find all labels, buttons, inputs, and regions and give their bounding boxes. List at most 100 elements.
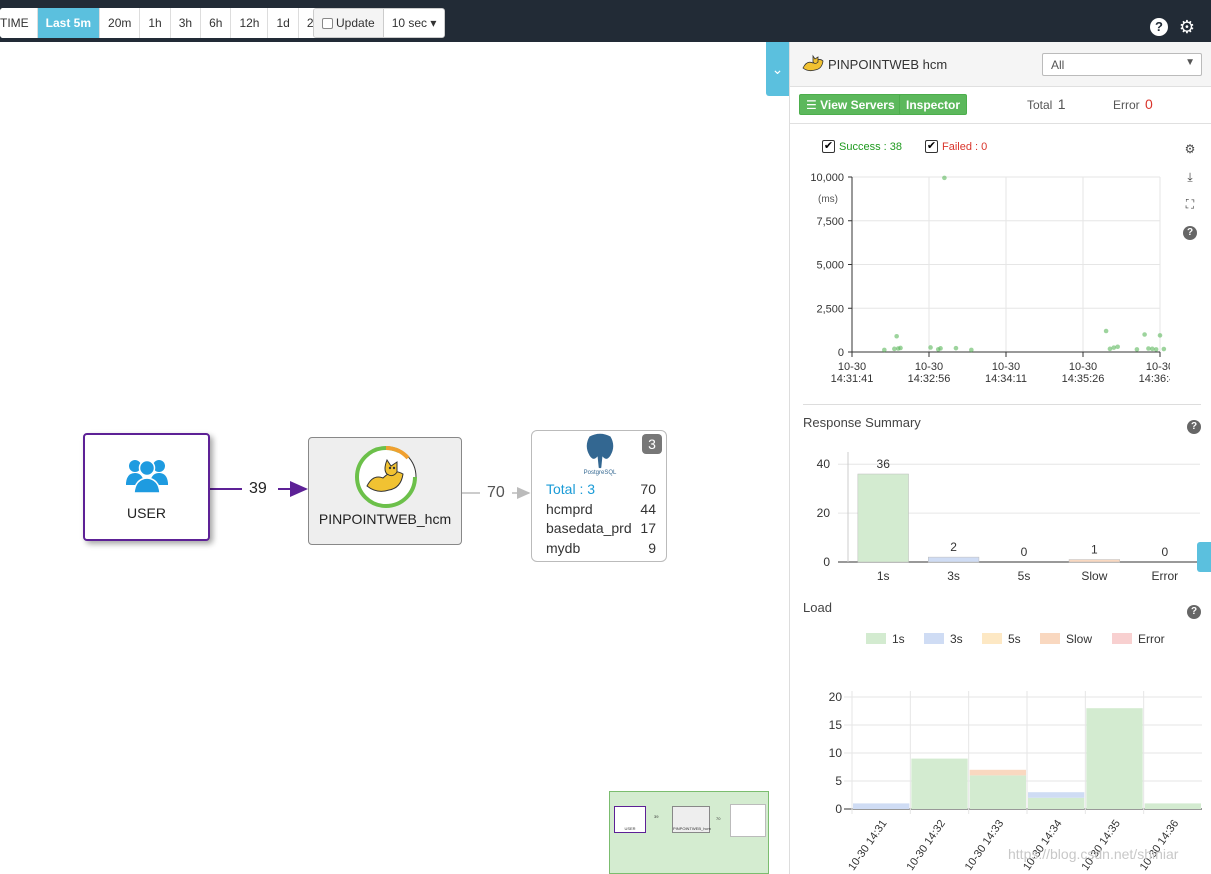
load-help-icon[interactable]: ?: [1187, 601, 1201, 619]
settings-icon[interactable]: ⚙: [1184, 142, 1196, 156]
summary-bar-value: 2: [950, 540, 957, 554]
load-chart: 1s 3s 5s Slow Error 0 5 10 15 20 10-30 14:31 10-30 …: [829, 632, 1202, 872]
summary-bar-value: 1: [1091, 543, 1098, 557]
map-edges: [210, 481, 531, 499]
failed-filter[interactable]: ✔ Failed : 0: [925, 140, 987, 153]
db-row-name: basedata_prd: [546, 520, 632, 536]
database-node[interactable]: 3 PostgreSQL Total : 3 70 hcmprd 44 basedata…: [531, 430, 667, 562]
download-icon[interactable]: ⤓: [1187, 170, 1193, 184]
success-filter[interactable]: ✔ Success : 38: [822, 140, 902, 153]
minimap-edge1: 39: [654, 814, 659, 819]
scatter-point-success: [1107, 346, 1113, 352]
server-map: 39 70: [0, 42, 789, 874]
list-icon: ☰: [806, 98, 817, 112]
caret-down-icon: ▼: [1185, 57, 1195, 68]
help-icon[interactable]: ?: [1150, 18, 1168, 36]
load-bar-3s: [853, 803, 910, 809]
user-node[interactable]: USER: [83, 433, 210, 541]
scatter-point-success: [1115, 344, 1120, 350]
inspector-label: Inspector: [906, 98, 961, 112]
agent-select-value: All: [1051, 58, 1065, 72]
scatter-help-icon[interactable]: ?: [1183, 224, 1197, 240]
range-button-1h[interactable]: 1h: [140, 8, 171, 38]
range-button-6h[interactable]: 6h: [201, 8, 232, 38]
interval-dropdown[interactable]: 10 sec ▾: [383, 9, 445, 37]
range-button-20m[interactable]: 20m: [100, 8, 141, 38]
expand-right-tab[interactable]: [1197, 542, 1211, 572]
db-row-value: 44: [640, 500, 656, 517]
postgresql-icon: PostgreSQL: [584, 432, 617, 476]
load-bar-1s: [1028, 797, 1085, 809]
minimap-user-label: USER: [624, 826, 636, 831]
load-y-tick-label: 20: [829, 690, 843, 704]
update-label: Update: [336, 16, 375, 30]
success-filter-label: Success : 38: [839, 140, 902, 153]
scatter-x-tick-label: 10-30 14:31:41: [831, 361, 874, 385]
scatter-x-tick-label: 10-30 14:34:11: [985, 361, 1027, 385]
range-button-1d[interactable]: 1d: [268, 8, 299, 38]
gear-icon[interactable]: ⚙: [1178, 17, 1196, 37]
total-label: Total: [1027, 98, 1053, 112]
load-x-label: 10-30 14:33: [963, 818, 1007, 872]
load-x-label: 10-30 14:35: [1079, 818, 1123, 872]
expand-icon[interactable]: ⛶: [1185, 197, 1195, 211]
tomcat-small-icon: [802, 54, 824, 72]
summary-y-tick-label: 40: [817, 457, 831, 471]
application-node[interactable]: PINPOINTWEB_hcm: [308, 437, 462, 545]
update-checkbox[interactable]: [322, 17, 333, 29]
load-legend-swatch-slow: [1040, 633, 1060, 644]
load-x-label: 10-30 14:31: [846, 818, 890, 872]
agent-select[interactable]: All ▼: [1042, 53, 1202, 76]
load-bar-3s: [1028, 792, 1085, 798]
panel-header: PINPOINTWEB hcm All ▼: [790, 42, 1211, 87]
view-servers-label: View Servers: [820, 98, 895, 112]
range-button-time[interactable]: TIME: [0, 8, 38, 38]
summary-x-label: 1s: [877, 569, 890, 583]
scatter-y-tick-label: 2,500: [816, 303, 844, 315]
range-button-3h[interactable]: 3h: [170, 8, 202, 38]
summary-bar-3s: [928, 556, 980, 563]
load-legend-label: 3s: [950, 632, 963, 646]
db-row-name: hcmprd: [546, 500, 593, 517]
load-legend-label: Error: [1138, 632, 1165, 646]
edge-count-app-db: 70: [487, 484, 505, 501]
response-summary-title: Response Summary: [803, 415, 921, 430]
section-divider: [803, 404, 1201, 405]
application-node-label: PINPOINTWEB_hcm: [318, 511, 452, 527]
minimap[interactable]: USER 39 PINPOINTWEB_hcm 70: [609, 791, 769, 874]
db-row-value: 9: [648, 539, 656, 556]
interval-value: 10 sec: [391, 16, 428, 30]
minimap-user-node: USER: [614, 806, 646, 833]
panel-actions: ☰ View Servers Inspector Total 1 Error 0: [790, 88, 1211, 124]
error-stat: Error 0: [1113, 96, 1153, 112]
check-icon: ✔: [925, 140, 938, 153]
range-button-12h[interactable]: 12h: [231, 8, 269, 38]
scatter-point-success: [1161, 346, 1167, 352]
scatter-point-success: [942, 175, 947, 181]
load-legend-label: 1s: [892, 632, 905, 646]
scatter-y-tick-label: 5,000: [816, 260, 844, 272]
summary-bar-slow: [1068, 559, 1120, 563]
db-row-name: Total : 3: [546, 481, 596, 497]
response-scatter-chart[interactable]: 10,000 7,500 5,000 2,500 0 (ms) 10-30 14:31:41 1…: [790, 164, 1170, 404]
view-servers-button[interactable]: ☰ View Servers: [799, 94, 902, 115]
scatter-point-success: [1153, 347, 1159, 352]
load-y-tick-label: 15: [829, 718, 843, 732]
scatter-point-success: [953, 345, 959, 351]
chevron-down-icon: ⌄: [771, 61, 784, 77]
update-toggle[interactable]: Update: [314, 9, 384, 37]
minimap-app-label: PINPOINTWEB_hcm: [673, 826, 711, 831]
scatter-point-success: [1157, 333, 1163, 338]
inspector-button[interactable]: Inspector: [899, 94, 968, 115]
scatter-point-success: [928, 345, 933, 350]
db-total-row: Total : 3 70: [546, 481, 656, 501]
load-legend-swatch-3s: [924, 633, 944, 644]
response-scatter-section: ✔ Success : 38 ✔ Failed : 0 ⚙ ⤓ ⛶ ? 10,0…: [790, 124, 1211, 404]
response-summary-help-icon[interactable]: ?: [1187, 416, 1201, 434]
check-icon: ✔: [822, 140, 835, 153]
scatter-point-success: [892, 346, 897, 352]
collapse-panel-tab[interactable]: ⌄: [766, 42, 789, 96]
range-button-last-5m[interactable]: Last 5m: [37, 8, 101, 38]
